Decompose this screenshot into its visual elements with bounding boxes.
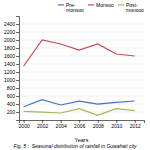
legend-swatch xyxy=(118,4,124,5)
tick: 2000 xyxy=(19,120,30,129)
grid-line xyxy=(19,104,144,105)
legend-label: Pre-monsoo xyxy=(66,2,84,14)
tick: 2002 xyxy=(37,120,48,129)
tick: 2006 xyxy=(74,120,85,129)
tick: 2008 xyxy=(93,120,104,129)
tick: 800 xyxy=(7,85,19,91)
tick: 400 xyxy=(7,101,19,107)
tick: 1600 xyxy=(4,53,19,59)
tick: 2010 xyxy=(111,120,122,129)
tick-label: 1200 xyxy=(4,69,15,75)
legend-label: Monsoo xyxy=(96,2,114,8)
tick-label: 2000 xyxy=(4,37,15,43)
title: Fig. 5 : Seasonal distribution of rainfa… xyxy=(14,143,137,149)
grid-line xyxy=(19,64,144,65)
tick: 2200 xyxy=(4,29,19,35)
tick: 1000 xyxy=(4,77,19,83)
tick-mark xyxy=(16,80,19,81)
tick-label: 2200 xyxy=(4,29,15,35)
tick-mark xyxy=(16,104,19,105)
grid-line xyxy=(19,96,144,97)
grid xyxy=(19,24,144,112)
axis-domain xyxy=(16,17,20,121)
tick-mark xyxy=(16,56,19,57)
x-axis-label: Years xyxy=(75,137,89,143)
tick-label: 2006 xyxy=(74,123,85,129)
series-line xyxy=(24,109,135,116)
tick: 600 xyxy=(7,93,19,99)
legend-item: Monsoo xyxy=(88,2,114,8)
grid-line xyxy=(19,88,144,89)
tick: 1200 xyxy=(4,69,19,75)
tick: 1800 xyxy=(4,45,19,51)
tick-mark xyxy=(16,64,19,65)
tick-label: 1600 xyxy=(4,53,15,59)
legend-item: Post-monsoo xyxy=(118,2,144,14)
tick-label: 1000 xyxy=(4,77,15,83)
legend-swatch xyxy=(58,4,64,5)
tick-label: 600 xyxy=(7,93,16,99)
legend-swatch xyxy=(88,4,94,5)
tick-label: 2004 xyxy=(56,123,67,129)
tick-label: 2012 xyxy=(130,123,141,129)
chart: 2000 2002 2004 2006 2008 2010 2012 200 400 600 800… xyxy=(0,0,150,150)
grid-line xyxy=(19,72,144,73)
tick: 200 xyxy=(7,109,19,115)
tick-label: 800 xyxy=(7,85,16,91)
tick-label: 200 xyxy=(7,109,16,115)
grid-line xyxy=(19,40,144,41)
tick-label: 2400 xyxy=(4,21,15,27)
plot-area xyxy=(24,40,135,115)
tick-mark xyxy=(16,24,19,25)
tick: 2012 xyxy=(130,120,141,129)
tick-mark xyxy=(16,88,19,89)
tick: 2400 xyxy=(4,21,19,27)
tick-label: 2002 xyxy=(37,123,48,129)
x-axis: 2000 2002 2004 2006 2008 2010 2012 xyxy=(19,120,145,129)
tick-mark xyxy=(16,40,19,41)
tick-mark xyxy=(16,32,19,33)
series-line xyxy=(24,100,135,107)
tick-label: 2000 xyxy=(19,123,30,129)
tick-label: 2010 xyxy=(111,123,122,129)
tick-mark xyxy=(16,72,19,73)
tick-label: 2008 xyxy=(93,123,104,129)
tick-mark xyxy=(16,48,19,49)
grid-line xyxy=(19,80,144,81)
grid-line xyxy=(19,56,144,57)
tick-label: 400 xyxy=(7,101,16,107)
tick-mark xyxy=(16,112,19,113)
legend: Pre-monsoo Monsoo Post-monsoo xyxy=(58,2,144,14)
series-line xyxy=(24,40,135,66)
tick-mark xyxy=(16,96,19,97)
grid-line xyxy=(19,48,144,49)
tick: 2000 xyxy=(4,37,19,43)
grid-line xyxy=(19,24,144,25)
y-axis: 200 400 600 800 1000 1200 1400 1600 1800 2000 2200… xyxy=(4,17,20,121)
tick-label: 1400 xyxy=(4,61,15,67)
legend-item: Pre-monsoo xyxy=(58,2,84,14)
grid-line xyxy=(19,32,144,33)
legend-label: Post-monsoo xyxy=(126,2,144,14)
tick: 2004 xyxy=(56,120,67,129)
tick-label: 1800 xyxy=(4,45,15,51)
tick: 1400 xyxy=(4,61,19,67)
